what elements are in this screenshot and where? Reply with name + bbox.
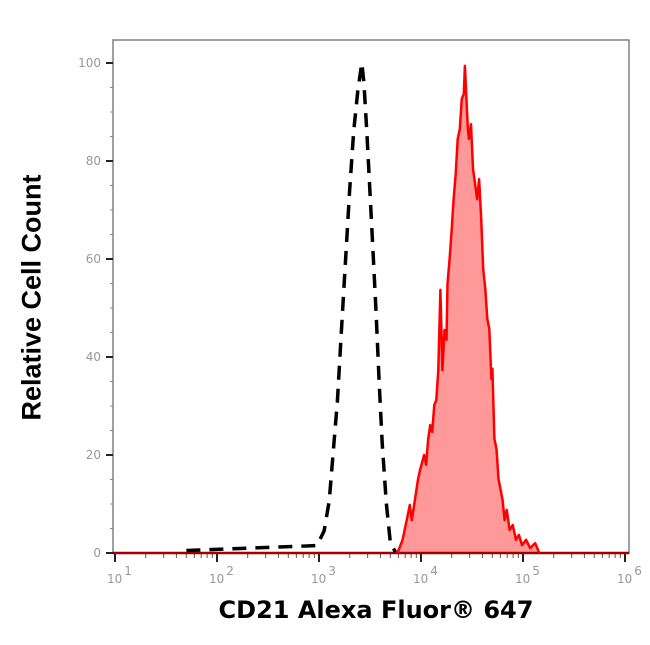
y-tick-label: 40 [86,350,101,364]
x-axis-title: CD21 Alexa Fluor® 647 [218,596,534,624]
y-tick-label: 20 [86,448,101,462]
x-tick-label: 101 [107,564,132,586]
y-tick-label: 100 [78,56,101,70]
y-axis-tick-labels: 0 20 40 60 80 100 [78,56,101,560]
y-tick-label: 0 [93,546,101,560]
x-tick-label: 106 [617,564,642,586]
x-axis-tick-labels: 101 102 103 104 105 106 [107,564,642,586]
y-tick-label: 80 [86,154,101,168]
isotype-control-dashed-line [186,62,398,553]
y-tick-label: 60 [86,252,101,266]
cd21-histogram-line [396,64,541,554]
plot-frame [112,39,630,554]
y-axis-title: Relative Cell Count [16,174,47,421]
x-axis-ticks [114,553,626,562]
y-axis-ticks [106,62,113,554]
x-tick-label: 105 [515,564,540,586]
x-tick-label: 104 [413,564,438,586]
x-tick-label: 102 [209,564,234,586]
x-tick-label: 103 [311,564,336,586]
